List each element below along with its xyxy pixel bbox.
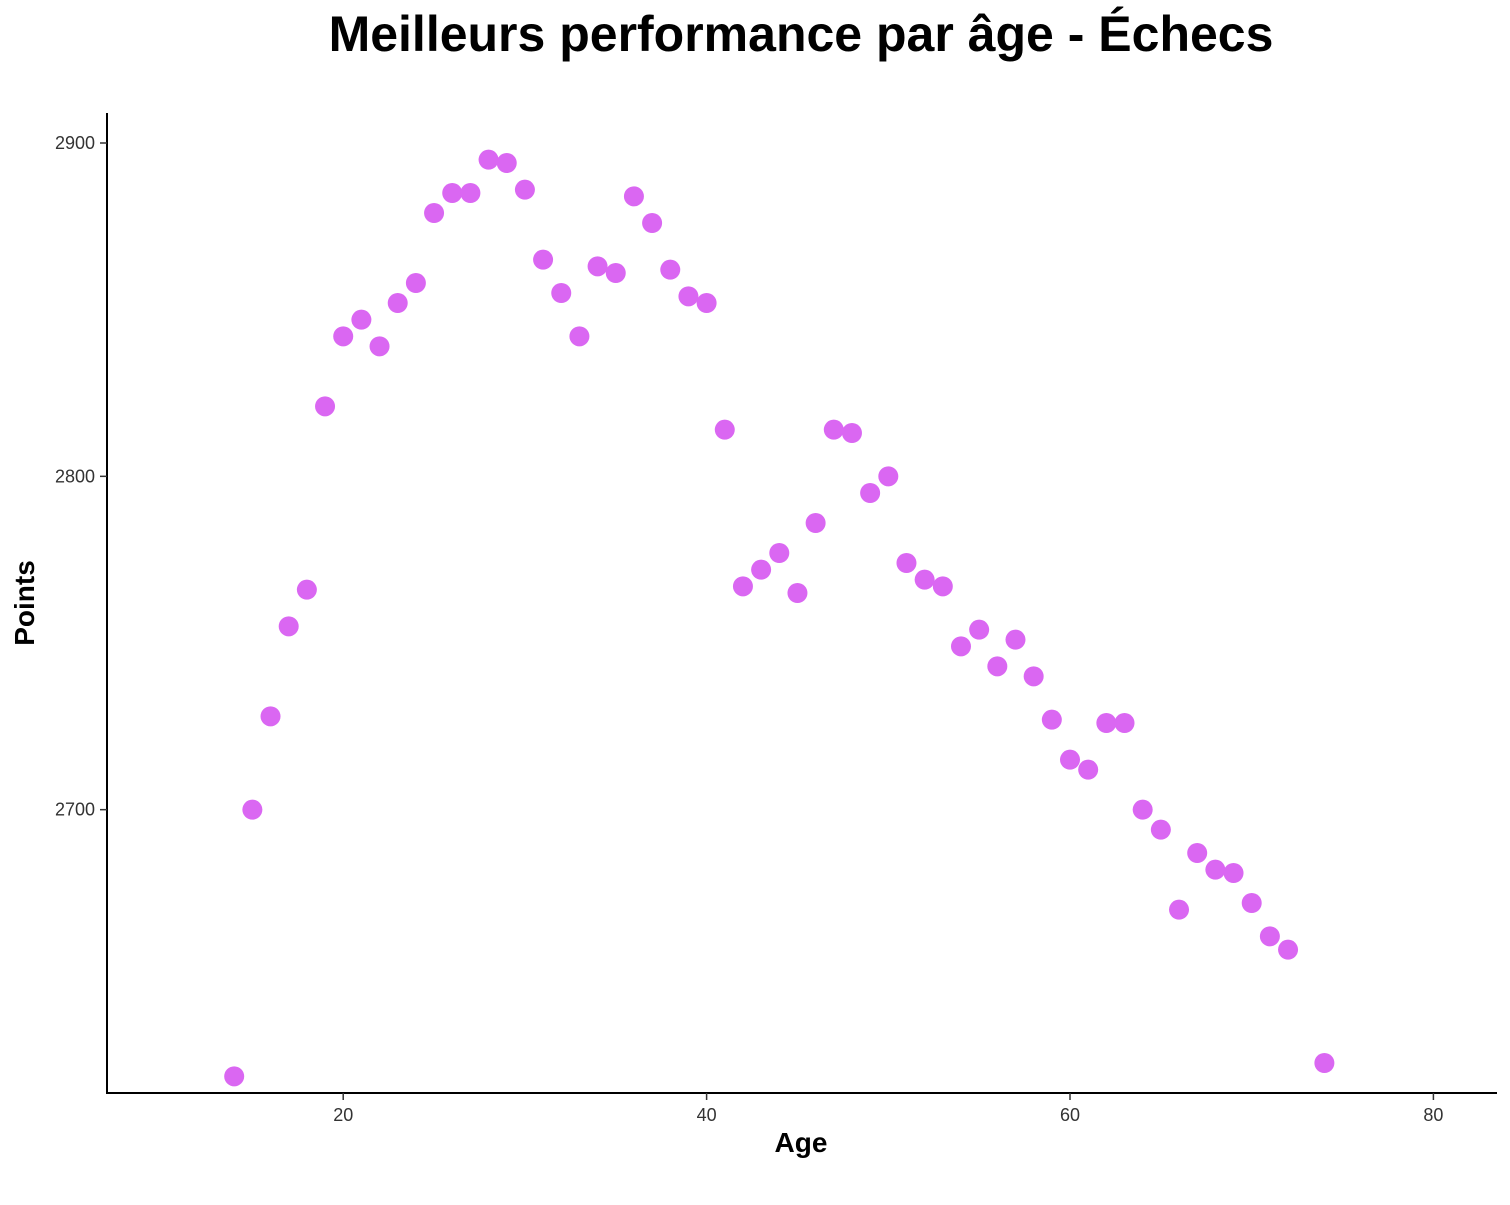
data-point — [1187, 843, 1208, 863]
data-point — [805, 513, 826, 533]
data-point — [387, 293, 408, 313]
data-point — [1060, 749, 1081, 770]
x-tick-label: 60 — [1060, 1105, 1080, 1125]
data-point — [769, 543, 790, 563]
data-point — [260, 706, 281, 727]
data-point — [950, 636, 971, 657]
data-point — [714, 419, 735, 440]
y-tick-label: 2700 — [55, 800, 95, 820]
data-point — [460, 183, 481, 203]
data-point — [751, 559, 772, 580]
axes — [106, 113, 1497, 1094]
data-point — [732, 576, 753, 597]
data-point — [860, 483, 881, 503]
data-point — [1041, 709, 1062, 730]
data-point — [1150, 819, 1171, 840]
data-point — [424, 203, 445, 223]
y-tick-label: 2800 — [55, 466, 95, 486]
data-point — [1132, 799, 1153, 820]
x-tick-label: 40 — [697, 1105, 717, 1125]
data-point — [242, 799, 263, 820]
data-point — [1114, 713, 1135, 733]
y-ticks: 2700 2800 2900 — [55, 133, 107, 820]
data-point — [224, 1066, 245, 1087]
data-point — [660, 259, 681, 280]
data-point — [987, 656, 1008, 677]
data-point — [1314, 1053, 1335, 1073]
data-point — [1096, 713, 1117, 733]
x-tick-label: 80 — [1423, 1105, 1443, 1125]
chart-title: Meilleurs performance par âge - Échecs — [329, 6, 1274, 62]
data-point — [333, 326, 354, 347]
data-point — [1241, 893, 1262, 913]
data-point — [787, 583, 808, 603]
data-point — [678, 286, 699, 307]
data-point — [533, 249, 554, 270]
data-point — [1005, 629, 1026, 650]
data-point — [878, 466, 899, 487]
data-point — [623, 186, 644, 207]
x-axis-label: Age — [775, 1127, 828, 1158]
data-point — [896, 553, 917, 573]
data-point — [969, 619, 990, 640]
data-point — [841, 423, 862, 443]
data-point — [405, 273, 426, 293]
y-axis-label: Points — [9, 560, 40, 646]
data-point — [315, 396, 336, 417]
x-tick-label: 20 — [333, 1105, 353, 1125]
data-point — [642, 213, 663, 233]
data-points — [224, 149, 1335, 1087]
data-point — [514, 179, 535, 200]
x-ticks: 20 40 60 80 — [333, 1093, 1443, 1125]
data-point — [823, 419, 844, 440]
data-point — [569, 326, 590, 347]
data-point — [1169, 899, 1190, 920]
data-point — [605, 263, 626, 283]
data-point — [932, 576, 953, 597]
data-point — [1223, 863, 1244, 883]
data-point — [1259, 926, 1280, 947]
data-point — [351, 309, 372, 330]
data-point — [278, 616, 299, 637]
data-point — [1205, 859, 1226, 880]
data-point — [696, 293, 717, 313]
data-point — [296, 579, 317, 600]
data-point — [914, 569, 935, 590]
data-point — [1278, 939, 1299, 960]
y-tick-label: 2900 — [55, 133, 95, 153]
data-point — [1023, 666, 1044, 687]
data-point — [478, 149, 499, 170]
data-point — [369, 336, 390, 357]
data-point — [442, 183, 463, 203]
data-point — [551, 283, 572, 303]
data-point — [1078, 759, 1099, 780]
data-point — [587, 256, 608, 277]
data-point — [496, 153, 517, 173]
